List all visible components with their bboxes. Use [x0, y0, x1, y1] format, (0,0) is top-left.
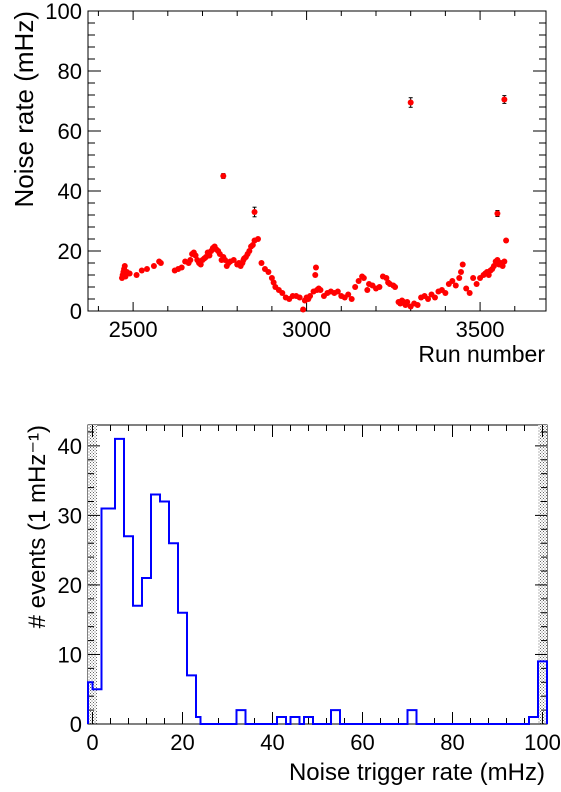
data-point [230, 257, 237, 263]
y-tick-label: 30 [58, 503, 82, 528]
x-tick-label: 0 [86, 730, 98, 755]
data-point [258, 260, 265, 266]
y-tick-label: 60 [58, 119, 82, 144]
data-point [279, 290, 286, 296]
data-point [317, 287, 324, 293]
data-point [355, 278, 362, 284]
data-point [265, 269, 272, 275]
data-point [187, 257, 194, 263]
y-tick-label: 20 [58, 239, 82, 264]
data-point [133, 272, 140, 278]
plot-frame [87, 10, 547, 312]
data-points [119, 95, 510, 313]
y-tick-label: 0 [70, 299, 82, 324]
y-tick-label: 80 [58, 59, 82, 84]
x-tick-label: 40 [260, 730, 284, 755]
data-point [485, 272, 492, 278]
data-point [490, 263, 497, 269]
data-point [270, 279, 277, 286]
data-point [407, 99, 414, 106]
overflow-bin-left [88, 425, 97, 724]
data-point [352, 284, 359, 290]
data-point [138, 267, 145, 274]
data-point [246, 248, 253, 254]
data-point [425, 296, 432, 302]
data-point [192, 252, 199, 259]
x-axis-label: Noise trigger rate (mHz) [289, 759, 545, 786]
plot-frame [87, 424, 548, 725]
data-point [121, 263, 128, 269]
axis-ticks [88, 10, 546, 312]
data-point [178, 264, 185, 271]
data-point [296, 294, 303, 301]
y-tick-label: 40 [58, 434, 82, 459]
x-tick-label: 20 [170, 730, 194, 755]
data-point [150, 263, 157, 269]
noise-trigger-rate-histogram: 0 20 40 60 80 100 0 10 20 30 40 Noise trigger rate… [24, 424, 561, 786]
data-point [334, 288, 341, 295]
overflow-bin-right [538, 425, 547, 724]
data-point [449, 278, 456, 284]
data-point [456, 275, 463, 281]
data-point [431, 294, 438, 301]
data-point [312, 272, 319, 278]
data-point [312, 264, 319, 271]
x-axis-label: Run number [418, 341, 545, 367]
data-point [300, 306, 307, 313]
data-point [376, 284, 383, 290]
data-point [404, 299, 411, 305]
data-point [501, 96, 508, 103]
data-point [414, 302, 421, 308]
data-point [307, 293, 314, 299]
x-tick-label: 100 [524, 730, 561, 755]
data-point [470, 275, 477, 281]
y-tick-label: 0 [70, 712, 82, 737]
x-tick-label: 3500 [456, 317, 505, 342]
y-tick-label: 40 [58, 179, 82, 204]
data-point [494, 210, 501, 217]
data-point [442, 290, 449, 296]
data-point [122, 273, 129, 280]
x-tick-label: 2500 [109, 317, 158, 342]
data-point [157, 260, 164, 266]
data-point [501, 258, 508, 265]
axis-ticks [88, 425, 547, 725]
data-point [364, 287, 371, 293]
data-point [473, 281, 480, 287]
x-tick-label: 3000 [282, 317, 331, 342]
tick-labels: 2500 3000 3500 0 20 40 60 80 100 [45, 0, 504, 342]
y-tick-label: 20 [58, 573, 82, 598]
data-point [459, 261, 466, 268]
data-point [466, 290, 473, 296]
data-point [499, 263, 506, 269]
data-point [249, 242, 256, 248]
data-point [360, 275, 367, 281]
data-point [383, 275, 390, 281]
data-point [345, 291, 352, 298]
tick-labels: 0 20 40 60 80 100 0 10 20 30 40 [58, 434, 561, 755]
data-point [126, 270, 133, 277]
data-point [206, 252, 213, 259]
noise-rate-vs-run-plot: 2500 3000 3500 0 20 40 60 80 100 Run number Nois… [9, 0, 547, 367]
x-tick-label: 60 [350, 730, 374, 755]
data-point [255, 236, 262, 242]
data-point [348, 296, 355, 302]
data-point [220, 173, 227, 179]
data-point [268, 275, 275, 281]
data-point [463, 285, 470, 292]
data-point [457, 269, 464, 275]
y-tick-label: 10 [58, 642, 82, 667]
y-tick-label: 100 [45, 0, 82, 24]
y-axis-label: Noise rate (mHz) [9, 11, 39, 207]
data-point [197, 261, 204, 268]
y-axis-label: # events (1 mHz⁻¹) [24, 425, 51, 628]
data-point [251, 209, 258, 215]
x-tick-label: 80 [440, 730, 464, 755]
data-point [392, 284, 399, 290]
data-point [503, 237, 510, 244]
histogram-line [87, 437, 548, 725]
data-point [143, 266, 150, 272]
data-point [452, 282, 459, 289]
